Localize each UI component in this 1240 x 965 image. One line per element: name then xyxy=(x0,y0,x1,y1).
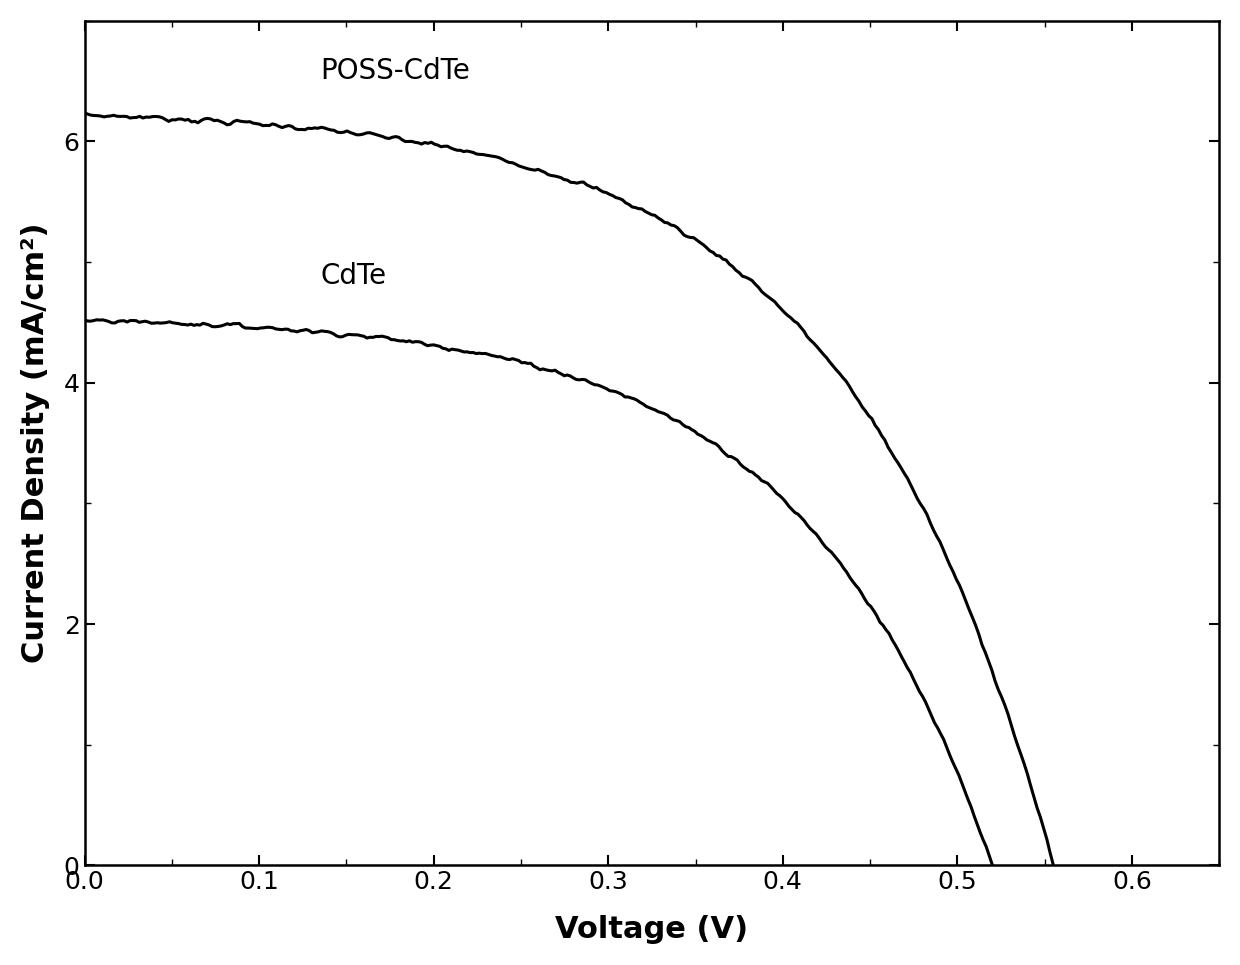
Y-axis label: Current Density (mA/cm²): Current Density (mA/cm²) xyxy=(21,223,50,663)
Text: CdTe: CdTe xyxy=(320,262,387,290)
X-axis label: Voltage (V): Voltage (V) xyxy=(556,915,749,944)
Text: POSS-CdTe: POSS-CdTe xyxy=(320,57,470,85)
